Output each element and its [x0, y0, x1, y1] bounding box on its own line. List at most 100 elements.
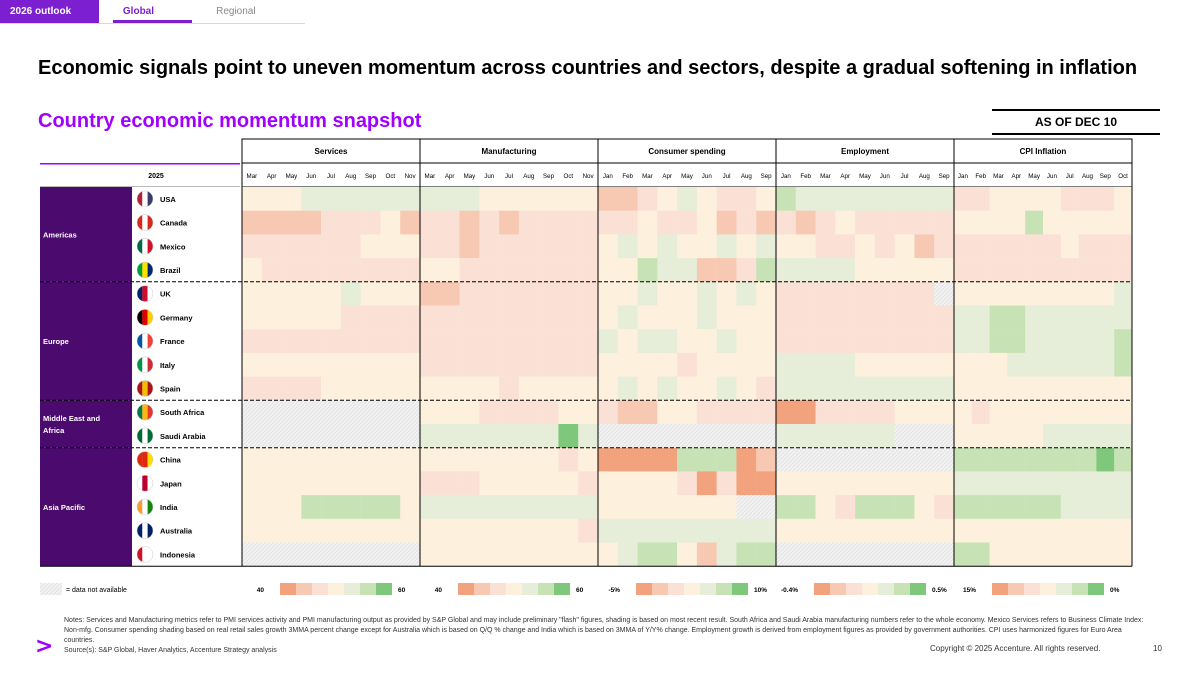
- heatmap-cell: [301, 376, 322, 401]
- heatmap-cell: [954, 281, 972, 306]
- tab-2026-outlook[interactable]: 2026 outlook: [0, 0, 99, 23]
- heatmap-cell: [518, 518, 539, 543]
- heatmap-cell: [756, 305, 777, 330]
- scale-low-label: 40: [257, 587, 265, 594]
- heatmap-cell: [776, 210, 796, 235]
- heatmap-cell: [538, 400, 559, 425]
- heatmap-cell: [479, 352, 500, 377]
- heatmap-cell: [1060, 305, 1079, 330]
- heatmap-cell: [776, 258, 796, 282]
- panel-title-2: Consumer spending: [648, 147, 725, 156]
- heatmap-cell: [439, 281, 460, 306]
- heatmap-cell: [1060, 424, 1079, 448]
- heatmap-cell: [894, 542, 915, 567]
- heatmap-cell: [776, 542, 796, 567]
- heatmap-cell: [242, 329, 262, 354]
- heatmap-cell: [855, 187, 876, 211]
- month-label: Mar: [993, 173, 1004, 180]
- heatmap-cell: [439, 400, 460, 425]
- heatmap-cell: [1060, 542, 1079, 567]
- heatmap-cell: [340, 352, 361, 377]
- heatmap-cell: [815, 305, 836, 330]
- heatmap-cell: [518, 542, 539, 567]
- heatmap-cell: [420, 210, 440, 235]
- heatmap-cell: [894, 471, 915, 496]
- heatmap-cell: [242, 258, 262, 282]
- heatmap-cell: [617, 352, 638, 377]
- heatmap-cell: [971, 187, 990, 211]
- heatmap-cell: [1007, 376, 1026, 401]
- heatmap-cell: [1007, 518, 1026, 543]
- heatmap-cell: [420, 424, 440, 448]
- heatmap-cell: [598, 424, 618, 448]
- scale-swatch: [684, 583, 700, 595]
- heatmap-cell: [657, 210, 678, 235]
- heatmap-cell: [301, 329, 322, 354]
- heatmap-cell: [439, 495, 460, 519]
- month-label: Aug: [523, 173, 535, 180]
- country-label: Italy: [160, 361, 176, 370]
- heatmap-cell: [971, 210, 990, 235]
- heatmap-cell: [855, 234, 876, 259]
- heatmap-cell: [578, 424, 599, 448]
- country-label: South Africa: [160, 408, 205, 417]
- month-label: Jul: [1066, 173, 1074, 180]
- heatmap-cell: [795, 376, 816, 401]
- heatmap-cell: [696, 495, 717, 519]
- heatmap-cell: [617, 234, 638, 259]
- heatmap-cell: [776, 400, 796, 425]
- heatmap-cell: [894, 234, 915, 259]
- heatmap-cell: [874, 352, 895, 377]
- heatmap-cell: [1060, 329, 1079, 354]
- heatmap-cell: [657, 424, 678, 448]
- notes: Notes: Services and Manufacturing metric…: [64, 616, 1149, 656]
- heatmap-cell: [874, 518, 895, 543]
- tab-regional[interactable]: Regional: [216, 6, 256, 17]
- heatmap-cell: [499, 187, 520, 211]
- country-label: Saudi Arabia: [160, 432, 206, 441]
- heatmap-cell: [677, 424, 698, 448]
- heatmap-cell: [954, 305, 972, 330]
- heatmap-cell: [1096, 234, 1115, 259]
- scale-swatch: [328, 583, 344, 595]
- heatmap-cell: [340, 447, 361, 472]
- heatmap-cell: [835, 495, 856, 519]
- heatmap-cell: [360, 352, 381, 377]
- month-label: Nov: [583, 173, 595, 180]
- heatmap-cell: [439, 329, 460, 354]
- germany-flag-icon: [136, 309, 154, 326]
- heatmap-cell: [815, 424, 836, 448]
- heatmap-cell: [578, 471, 599, 496]
- heatmap-cell: [499, 258, 520, 282]
- heatmap-cell: [1078, 400, 1097, 425]
- heatmap-cell: [499, 376, 520, 401]
- heatmap-cell: [321, 400, 342, 425]
- heatmap-cell: [736, 447, 757, 472]
- heatmap-cell: [479, 495, 500, 519]
- heatmap-cell: [340, 187, 361, 211]
- heatmap-cell: [1025, 447, 1044, 472]
- heatmap-cell: [558, 376, 579, 401]
- tab-global[interactable]: Global: [112, 0, 193, 23]
- page-title: Economic signals point to uneven momentu…: [38, 57, 1138, 79]
- heatmap-cell: [835, 281, 856, 306]
- country-label: India: [160, 503, 178, 512]
- heatmap-cell: [281, 329, 302, 354]
- panel-header-box: [953, 138, 1133, 164]
- heatmap-cell: [696, 210, 717, 235]
- heatmap-cell: [1060, 495, 1079, 519]
- heatmap-cell: [954, 542, 972, 567]
- month-label: May: [464, 173, 477, 180]
- heatmap-cell: [538, 234, 559, 259]
- heatmap-cell: [795, 210, 816, 235]
- heatmap-cell: [400, 258, 421, 282]
- heatmap-cell: [989, 281, 1008, 306]
- heatmap-cell: [696, 542, 717, 567]
- heatmap-cell: [360, 447, 381, 472]
- heatmap-cell: [736, 471, 757, 496]
- heatmap-cell: [360, 424, 381, 448]
- heatmap-cell: [795, 281, 816, 306]
- country-label: Brazil: [160, 266, 180, 275]
- heatmap-cell: [835, 329, 856, 354]
